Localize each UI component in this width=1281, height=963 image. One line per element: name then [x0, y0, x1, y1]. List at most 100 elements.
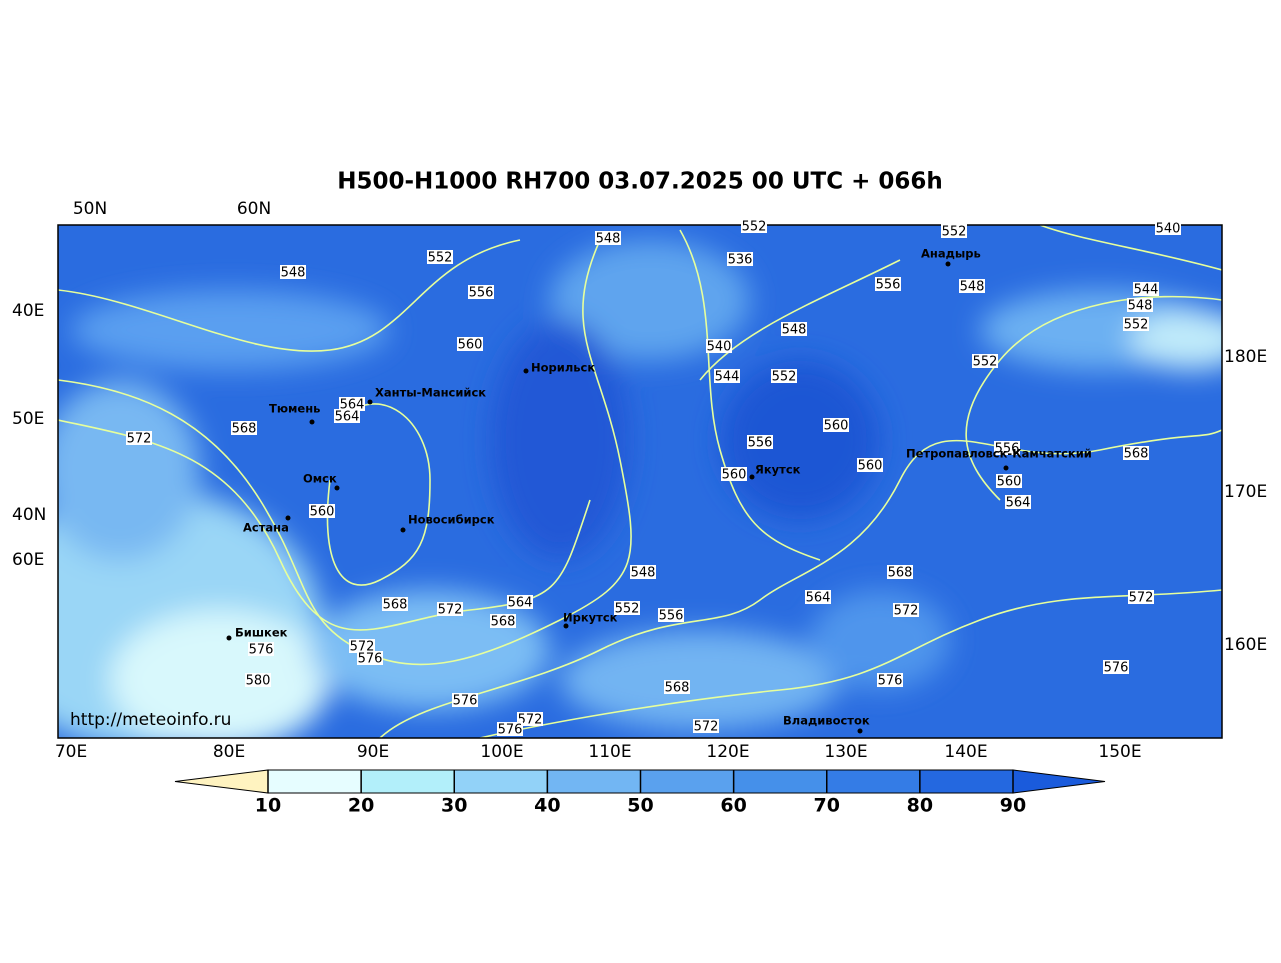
city-name: Тюмень	[269, 402, 320, 416]
contour-label-box	[664, 680, 690, 694]
contour-label: 548	[596, 232, 621, 247]
edge-label: 50E	[12, 409, 44, 429]
edge-label: 60E	[12, 550, 44, 570]
contour-label-box	[245, 673, 271, 687]
contour-label-box	[959, 279, 985, 293]
contour-label: 576	[1104, 661, 1129, 676]
colorbar-bin	[640, 769, 735, 794]
title: H500-H1000 RH700 03.07.2025 00 UTC + 066…	[337, 169, 943, 195]
contour-label-box	[497, 722, 523, 736]
lon-label: 150E	[1098, 742, 1141, 762]
contour-label: 564	[335, 410, 360, 425]
edge-label: 40N	[12, 505, 46, 525]
contour-label-box	[468, 285, 494, 299]
city-name: Новосибирск	[408, 513, 495, 527]
contour-label-box	[630, 565, 656, 579]
contour-label-box	[309, 504, 335, 518]
contour-label: 560	[824, 419, 849, 434]
contour-label: 572	[350, 640, 375, 655]
contour-label: 568	[665, 681, 690, 696]
contour-label: 548	[1128, 299, 1153, 314]
contour-label-box	[349, 639, 375, 653]
contour-label-box	[857, 458, 883, 472]
contour-label-box	[1123, 317, 1149, 331]
contour-label: 572	[438, 603, 463, 618]
city-name: Иркутск	[563, 611, 618, 625]
contour-label-box	[658, 608, 684, 622]
edge-label: 180E	[1224, 347, 1267, 367]
city-dot	[749, 474, 755, 480]
contour-label-box	[1127, 298, 1153, 312]
contour-label-box	[887, 565, 913, 579]
map	[58, 225, 1222, 738]
lon-label: 80E	[213, 742, 245, 762]
contour-label: 540	[1156, 222, 1181, 237]
contour-label-box	[231, 421, 257, 435]
lon-label: 70E	[55, 742, 87, 762]
contour-label-box	[727, 252, 753, 266]
contour-label-box	[771, 369, 797, 383]
contour-label: 560	[722, 468, 747, 483]
city-name: Владивосток	[783, 714, 870, 728]
city-dot	[945, 261, 951, 267]
contour-label: 568	[1124, 447, 1149, 462]
contour-label: 556	[876, 278, 901, 293]
contour-label-box	[595, 231, 621, 245]
lat-label: 60N	[237, 199, 271, 219]
contour-label-box	[781, 322, 807, 336]
contour-label: 540	[707, 340, 732, 355]
contour-label: 564	[806, 591, 831, 606]
contour-label-box	[747, 435, 773, 449]
contour-label: 536	[728, 253, 753, 268]
contour-label: 572	[1129, 591, 1154, 606]
contour-label-box	[875, 277, 901, 291]
colorbar-bin	[267, 769, 362, 794]
city-name: Ханты-Мансийск	[375, 386, 486, 400]
contour-label-box	[996, 474, 1022, 488]
contour-label-box	[517, 712, 543, 726]
contour-label: 572	[127, 432, 152, 447]
contour-label: 552	[772, 370, 797, 385]
contour-label-box	[1123, 446, 1149, 460]
contour-label-box	[280, 265, 306, 279]
contour-label: 576	[358, 652, 383, 667]
contour-label: 552	[742, 220, 767, 235]
contour-label-box	[1005, 495, 1031, 509]
colorbar-tick-label: 10	[255, 795, 281, 817]
colorbar-bin	[360, 769, 455, 794]
map-frame	[57, 224, 1223, 739]
colorbar-tick-label: 50	[627, 795, 653, 817]
city-dot	[563, 623, 569, 629]
contour-label: 576	[453, 694, 478, 709]
contour-label: 560	[997, 475, 1022, 490]
colorbar-extend	[174, 769, 269, 794]
edge-label: 40E	[12, 301, 44, 321]
contour-label: 576	[249, 643, 274, 658]
contour-label-box	[437, 602, 463, 616]
colorbar-tick-label: 80	[907, 795, 933, 817]
city-dot	[857, 728, 863, 734]
contour-label: 544	[1134, 283, 1159, 298]
contour-label-box	[893, 603, 919, 617]
contour-label-box	[877, 673, 903, 687]
contour-label: 568	[491, 615, 516, 630]
contour-label-box	[1133, 282, 1159, 296]
contour-label: 576	[498, 723, 523, 738]
colorbar-tick-label: 40	[534, 795, 560, 817]
lon-label: 140E	[944, 742, 987, 762]
city-name: Омск	[303, 472, 337, 486]
contour-label-box	[248, 642, 274, 656]
contour-label: 580	[246, 674, 271, 689]
city-name: Анадырь	[921, 247, 981, 261]
contour-label: 564	[508, 596, 533, 611]
contour-label-box	[126, 431, 152, 445]
contour-label: 552	[428, 251, 453, 266]
contours	[58, 225, 1222, 738]
colorbar-bin	[546, 769, 641, 794]
city-dot	[226, 635, 232, 641]
contour-label: 568	[232, 422, 257, 437]
contour-label-box	[1155, 221, 1181, 235]
contour-label: 560	[858, 459, 883, 474]
city-dot	[367, 399, 373, 405]
contour-label: 552	[1124, 318, 1149, 333]
